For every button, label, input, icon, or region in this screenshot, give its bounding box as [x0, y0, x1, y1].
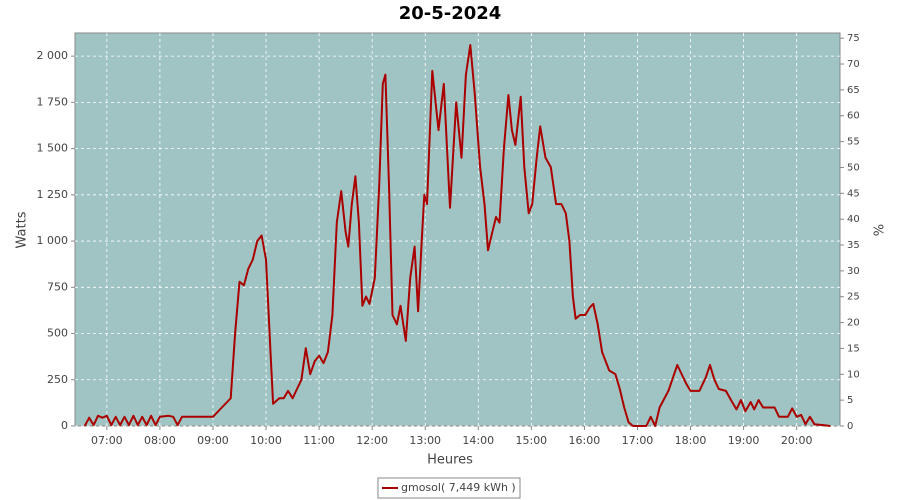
- y2-tick-label: 25: [847, 292, 860, 303]
- y2-tick-label: 35: [847, 240, 860, 251]
- y2-tick-label: 15: [847, 343, 860, 354]
- legend-box: [377, 477, 521, 499]
- x-tick-label: 07:00: [91, 434, 123, 447]
- y2-tick-label: 20: [847, 318, 860, 329]
- x-tick-label: 13:00: [409, 434, 441, 447]
- x-tick-label: 19:00: [728, 434, 760, 447]
- x-tick-label: 10:00: [250, 434, 282, 447]
- y2-tick-label: 0: [847, 421, 853, 432]
- y2-tick-label: 60: [847, 111, 860, 122]
- y2-tick-label: 55: [847, 137, 860, 148]
- y2-tick-label: 70: [847, 59, 860, 70]
- plot-area: [74, 32, 841, 427]
- y-tick-label: 1 000: [37, 234, 69, 247]
- y-tick-label: 750: [47, 280, 68, 293]
- y-tick-label: 0: [61, 419, 68, 432]
- y-tick-label: 250: [47, 373, 68, 386]
- x-tick-label: 15:00: [515, 434, 547, 447]
- legend-label: gmosol( 7,449 kWh ): [401, 481, 516, 494]
- y2-tick-label: 40: [847, 214, 860, 225]
- y-tick-label: 1 500: [37, 142, 69, 155]
- x-tick-label: 17:00: [622, 434, 654, 447]
- x-tick-label: 18:00: [675, 434, 707, 447]
- y-tick-label: 2 000: [37, 49, 69, 62]
- y2-axis-label: %: [873, 224, 888, 236]
- x-tick-label: 08:00: [144, 434, 176, 447]
- y-axis-label: Watts: [15, 211, 30, 248]
- x-tick-label: 20:00: [781, 434, 813, 447]
- chart-title: 20-5-2024: [399, 3, 502, 24]
- y2-tick-label: 10: [847, 369, 860, 380]
- x-tick-label: 12:00: [356, 434, 388, 447]
- y2-tick-label: 50: [847, 162, 860, 173]
- x-tick-label: 09:00: [197, 434, 229, 447]
- x-tick-label: 16:00: [569, 434, 601, 447]
- y2-tick-label: 30: [847, 266, 860, 277]
- data-line: [83, 44, 831, 427]
- y2-tick-label: 65: [847, 85, 860, 96]
- y2-tick-label: 75: [847, 33, 860, 44]
- y-tick-label: 1 250: [37, 188, 69, 201]
- y2-tick-label: 5: [847, 395, 853, 406]
- x-axis-label: Heures: [427, 453, 473, 468]
- y-tick-label: 500: [47, 327, 68, 340]
- y2-tick-label: 45: [847, 188, 860, 199]
- x-tick-label: 11:00: [303, 434, 335, 447]
- y-tick-label: 1 750: [37, 95, 69, 108]
- x-tick-label: 14:00: [462, 434, 494, 447]
